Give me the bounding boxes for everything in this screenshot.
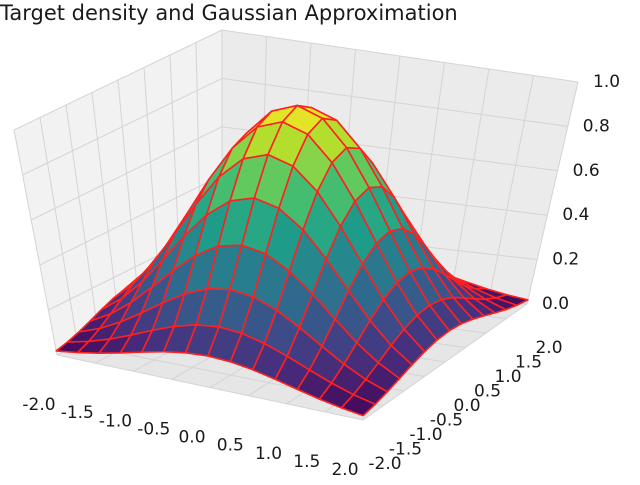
x-tick-label: 1.0	[255, 444, 282, 464]
y-gridline	[13, 129, 58, 356]
z-tick-label: 0.2	[552, 250, 579, 270]
y-tick-label: 2.0	[535, 338, 562, 358]
x-tick-label: -0.5	[137, 419, 170, 439]
z-gridline	[22, 77, 223, 176]
y-tick-label: 0.0	[453, 396, 480, 416]
x-tick-label: -1.5	[61, 403, 94, 423]
x-tick-label: -1.0	[99, 411, 132, 431]
x-tick-label: 0.5	[217, 436, 244, 456]
y-gridline	[65, 104, 99, 335]
z-gridline	[39, 174, 223, 266]
z-gridline	[221, 29, 579, 83]
x-gridline	[450, 68, 490, 297]
z-tick-label: 0.6	[573, 161, 600, 181]
x-gridline	[488, 75, 534, 301]
y-tick-label: 1.0	[494, 367, 521, 387]
y-tick-label: 0.5	[474, 382, 501, 402]
z-tick-label: 0.0	[542, 294, 569, 314]
y-tick-label: -1.0	[409, 425, 442, 445]
x-tick-label: 1.5	[293, 452, 320, 472]
z-gridline	[30, 126, 223, 221]
z-tick-label: 1.0	[593, 72, 620, 92]
y-gridline	[39, 117, 79, 345]
surface-facet	[340, 393, 377, 417]
y-tick-label: -2.0	[368, 454, 401, 474]
x-tick-label: 2.0	[331, 460, 358, 480]
x-tick-label: 0.0	[178, 428, 205, 448]
x-gridline	[526, 81, 579, 305]
z-gridline	[221, 77, 568, 127]
y-tick-label: -0.5	[430, 411, 463, 431]
y-gridline	[56, 354, 364, 421]
y-tick-label: 1.5	[515, 353, 542, 373]
surface-mesh	[55, 104, 529, 417]
z-gridline	[13, 29, 223, 131]
axis-ticks: -2.0 -1.5 -1.0 -0.5 0.0 0.5 1.0 1.5 2.0 -2.0-1.5-…	[22, 72, 620, 480]
y-tick-label: -1.5	[389, 440, 422, 460]
z-tick-label: 0.4	[562, 205, 589, 225]
x-tick-label: -2.0	[22, 395, 55, 415]
z-tick-label: 0.8	[583, 116, 610, 136]
y-gridline	[91, 92, 120, 324]
y-gridline	[117, 79, 140, 314]
chart-title: Target density and Gaussian Approximatio…	[0, 1, 458, 25]
